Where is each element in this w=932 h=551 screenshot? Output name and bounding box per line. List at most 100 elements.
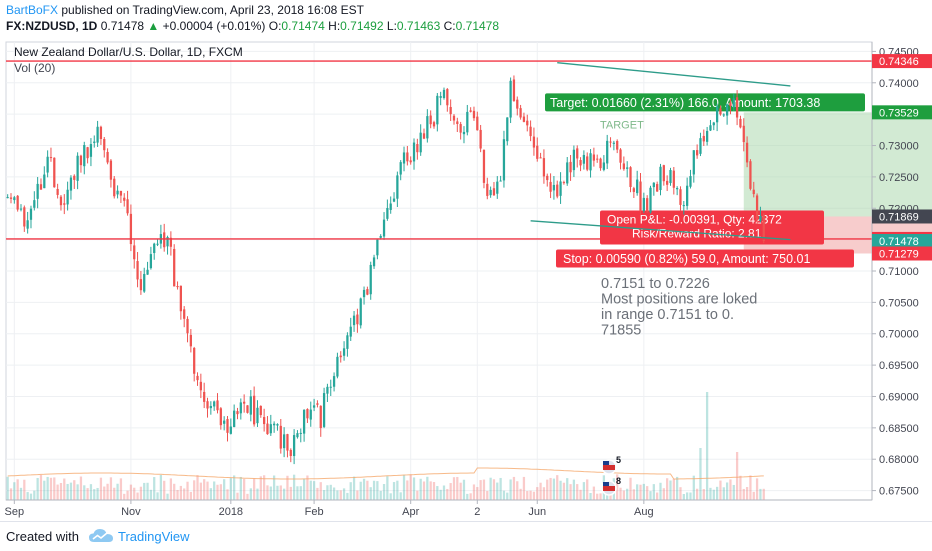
volume-bar [316, 487, 319, 500]
candle-body [496, 181, 499, 194]
volume-bar [386, 476, 389, 500]
candle-body [715, 106, 719, 123]
candle-body [429, 115, 432, 125]
volume-bar [572, 479, 576, 500]
annotation-text[interactable]: Most positions are loked [601, 292, 757, 308]
price-tick-label: 0.74000 [879, 78, 919, 90]
target-label-box[interactable] [545, 93, 865, 112]
volume-bar [512, 476, 516, 500]
open-pnl-label: Open P&L: -0.00391, Qty: 42372 [607, 212, 782, 226]
volume-bar [206, 481, 209, 500]
volume-bar [209, 488, 212, 500]
volume-bar [352, 476, 356, 500]
candle-body [282, 434, 286, 449]
candle-body [712, 122, 715, 126]
publish-line: BartBoFX published on TradingView.com, A… [6, 3, 364, 17]
volume-bar [372, 480, 376, 500]
volume-indicator-label[interactable]: Vol (20) [14, 61, 55, 75]
candle-body [39, 184, 43, 190]
price-label-box[interactable] [872, 234, 932, 249]
volume-bar [486, 490, 489, 500]
candle-body [629, 167, 632, 188]
volume-bar [469, 493, 472, 500]
candle-body [23, 207, 26, 227]
candle-body [542, 158, 546, 177]
volume-bar [426, 476, 429, 500]
volume-bar [482, 479, 486, 500]
price-label-box[interactable] [872, 246, 932, 261]
time-tick-label: 2018 [219, 506, 243, 518]
candle-body [342, 348, 346, 356]
candle-body [725, 104, 729, 116]
candle-body [446, 89, 449, 106]
tradingview-brand[interactable]: TradingView [118, 529, 190, 544]
volume-bar [253, 478, 256, 500]
candle-body [396, 175, 399, 199]
author-link[interactable]: BartBoFX [6, 3, 59, 17]
flag-stripe [603, 486, 615, 491]
price-label-box[interactable] [872, 54, 932, 69]
price-tick-label: 0.72500 [879, 172, 919, 184]
volume-bar [279, 485, 282, 500]
header: BartBoFX published on TradingView.com, A… [0, 0, 932, 34]
tradingview-cloud-icon[interactable] [88, 528, 114, 544]
candle-body [536, 145, 539, 159]
candle-body [223, 420, 226, 424]
annotation-text[interactable]: in range 0.7151 to 0. [601, 307, 734, 323]
candle-body [589, 153, 592, 171]
volume-bar [419, 478, 422, 500]
volume-bar [223, 479, 226, 500]
candle-body [139, 279, 143, 291]
candle-body [263, 417, 266, 425]
candle-body [399, 162, 402, 175]
volume-bar [366, 480, 369, 500]
candle-body [442, 89, 446, 99]
candle-body [749, 161, 752, 189]
price-axis[interactable]: 0.745000.740000.735000.730000.725000.720… [871, 42, 932, 500]
volume-bar [742, 488, 745, 500]
volume-bar [289, 486, 292, 500]
annotation-text[interactable]: 0.7151 to 0.7226 [601, 276, 710, 292]
volume-bar [129, 484, 133, 500]
channel-upper-line[interactable] [557, 62, 791, 87]
volume-bar [332, 487, 336, 500]
volume-bar [196, 475, 199, 500]
volume-bar [63, 478, 66, 500]
time-axis[interactable]: Sep Nov 2018 Feb Apr 2 Jun Aug [5, 499, 872, 518]
price-label: 0.71478 [879, 236, 919, 248]
channel-lower-line[interactable] [530, 220, 791, 241]
volume-bar [322, 490, 326, 500]
candle-body [759, 216, 762, 221]
price-label-box[interactable] [872, 209, 932, 224]
stop-label-box[interactable] [556, 249, 854, 268]
volume-bar [59, 482, 63, 500]
candle-body [226, 419, 229, 433]
candle-body [422, 133, 426, 139]
volume-bar [83, 485, 86, 500]
volume-bar [136, 492, 139, 500]
volume-bar [362, 478, 366, 500]
volume-bar [596, 493, 599, 500]
annotation-text[interactable]: 71855 [601, 323, 641, 339]
candle-body [659, 166, 662, 191]
volume-bar [459, 482, 462, 500]
candle-body [163, 232, 166, 248]
price-chart[interactable]: TARGET Target: 0.01660 (2.31%) 166.0, Amo… [0, 34, 932, 521]
price-label-box[interactable] [872, 105, 932, 120]
volume-bar [462, 479, 466, 500]
volume-bar [306, 475, 309, 500]
volume-bar [569, 484, 572, 500]
volume-bar [682, 493, 685, 500]
volume-bar [342, 488, 346, 500]
volume-bar [319, 482, 322, 500]
symbol-label[interactable]: FX:NZDUSD, 1D [6, 19, 98, 33]
volume-bar [689, 492, 692, 500]
volume-bar [559, 480, 562, 500]
target-zone[interactable] [743, 112, 932, 217]
candle-body [569, 161, 572, 173]
candle-body [409, 160, 412, 163]
volume-bar [213, 481, 216, 500]
candle-body [236, 411, 239, 415]
open-pnl-box[interactable] [600, 210, 824, 245]
